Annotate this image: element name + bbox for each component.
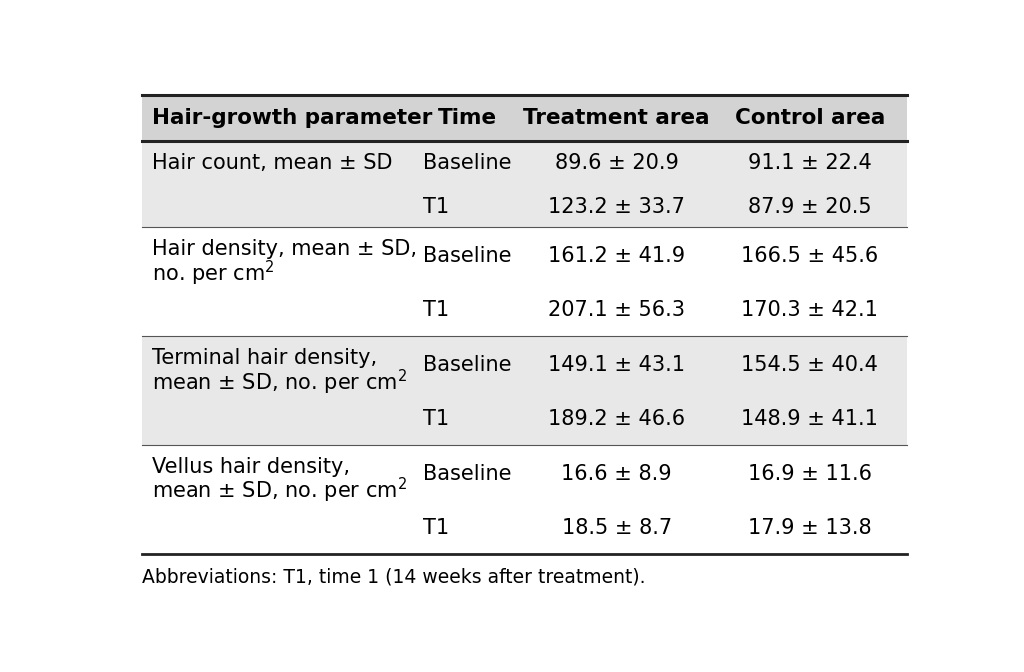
- Text: 89.6 ± 20.9: 89.6 ± 20.9: [555, 153, 679, 173]
- Text: Vellus hair density,: Vellus hair density,: [152, 456, 350, 476]
- Bar: [142, 141, 907, 227]
- Text: no. per cm$^2$: no. per cm$^2$: [152, 259, 274, 288]
- Text: 166.5 ± 45.6: 166.5 ± 45.6: [741, 246, 879, 265]
- Text: T1: T1: [423, 300, 450, 320]
- Text: 170.3 ± 42.1: 170.3 ± 42.1: [741, 300, 879, 320]
- Text: 149.1 ± 43.1: 149.1 ± 43.1: [548, 355, 685, 375]
- Text: Baseline: Baseline: [423, 153, 512, 173]
- Text: 17.9 ± 13.8: 17.9 ± 13.8: [748, 518, 871, 538]
- Bar: [142, 95, 907, 141]
- Text: T1: T1: [423, 197, 450, 216]
- Text: Hair count, mean ± SD: Hair count, mean ± SD: [152, 153, 392, 173]
- Text: 91.1 ± 22.4: 91.1 ± 22.4: [748, 153, 871, 173]
- Text: Terminal hair density,: Terminal hair density,: [152, 347, 377, 368]
- Text: 87.9 ± 20.5: 87.9 ± 20.5: [748, 197, 871, 216]
- Text: T1: T1: [423, 518, 450, 538]
- Text: 123.2 ± 33.7: 123.2 ± 33.7: [548, 197, 685, 216]
- Text: Baseline: Baseline: [423, 246, 512, 265]
- Text: 154.5 ± 40.4: 154.5 ± 40.4: [741, 355, 879, 375]
- Text: mean ± SD, no. per cm$^2$: mean ± SD, no. per cm$^2$: [152, 368, 407, 396]
- Text: 18.5 ± 8.7: 18.5 ± 8.7: [561, 518, 672, 538]
- Text: Hair-growth parameter: Hair-growth parameter: [152, 108, 432, 128]
- Text: 16.6 ± 8.9: 16.6 ± 8.9: [561, 464, 672, 484]
- Bar: [142, 337, 907, 446]
- Text: Baseline: Baseline: [423, 464, 512, 484]
- Text: Control area: Control area: [734, 108, 885, 128]
- Text: Abbreviations: T1, time 1 (14 weeks after treatment).: Abbreviations: T1, time 1 (14 weeks afte…: [142, 567, 646, 586]
- Bar: [142, 446, 907, 554]
- Text: 161.2 ± 41.9: 161.2 ± 41.9: [548, 246, 685, 265]
- Text: T1: T1: [423, 409, 450, 429]
- Text: 148.9 ± 41.1: 148.9 ± 41.1: [741, 409, 879, 429]
- Bar: [142, 227, 907, 337]
- Text: mean ± SD, no. per cm$^2$: mean ± SD, no. per cm$^2$: [152, 476, 407, 505]
- Text: Baseline: Baseline: [423, 355, 512, 375]
- Text: 189.2 ± 46.6: 189.2 ± 46.6: [548, 409, 685, 429]
- Text: Time: Time: [438, 108, 497, 128]
- Text: 207.1 ± 56.3: 207.1 ± 56.3: [548, 300, 685, 320]
- Text: 16.9 ± 11.6: 16.9 ± 11.6: [748, 464, 871, 484]
- Text: Hair density, mean ± SD,: Hair density, mean ± SD,: [152, 239, 417, 259]
- Text: Treatment area: Treatment area: [523, 108, 710, 128]
